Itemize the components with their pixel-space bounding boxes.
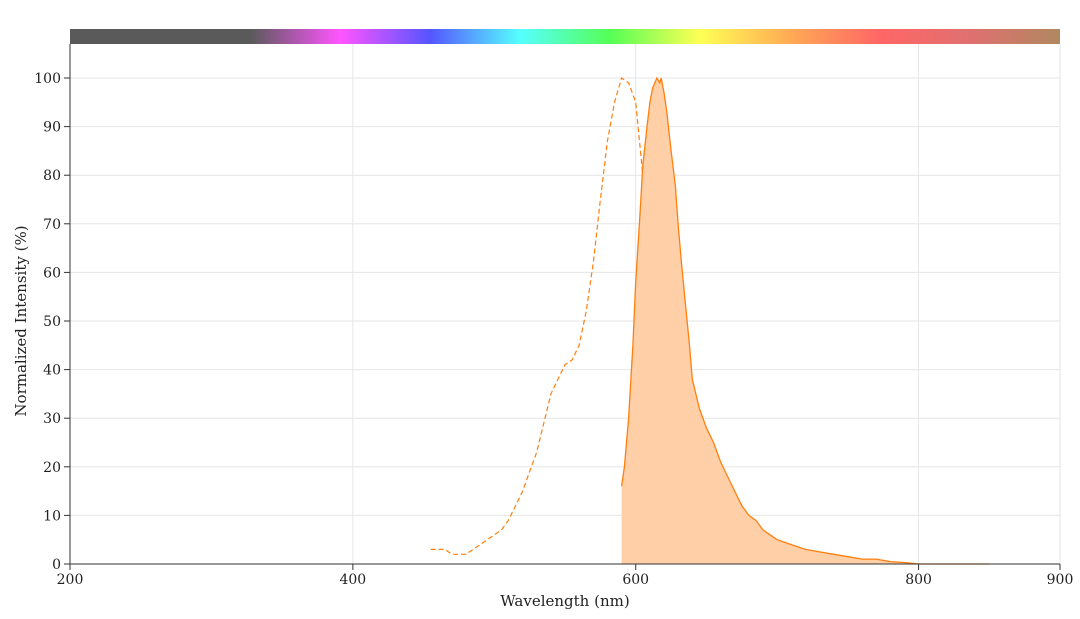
y-axis-title: Normalized Intensity (%) bbox=[12, 225, 30, 416]
y-tick-label-70: 70 bbox=[43, 217, 61, 233]
y-tick-label-80: 80 bbox=[43, 168, 61, 184]
y-tick-label-60: 60 bbox=[43, 265, 61, 281]
y-tick-label-100: 100 bbox=[34, 71, 61, 87]
y-tick-label-50: 50 bbox=[43, 314, 61, 330]
emission-line bbox=[620, 76, 990, 565]
wavelength-spectrum-bar bbox=[70, 29, 1060, 44]
axes: 0 10 20 30 40 50 60 70 80 90 100 200 400 600 800 900 bbox=[34, 44, 1073, 588]
y-tick-label-20: 20 bbox=[43, 460, 61, 476]
y-tick-label-90: 90 bbox=[43, 120, 61, 136]
x-tick-label-200: 200 bbox=[57, 572, 84, 588]
grid-lines bbox=[69, 44, 1061, 565]
x-tick-label-800: 800 bbox=[905, 572, 932, 588]
emission-area-fill bbox=[621, 78, 990, 564]
x-tick-label-400: 400 bbox=[339, 572, 366, 588]
y-tick-label-40: 40 bbox=[43, 363, 61, 379]
y-tick-label-10: 10 bbox=[43, 508, 61, 524]
x-axis-title: Wavelength (nm) bbox=[500, 592, 629, 610]
y-tick-label-0: 0 bbox=[52, 557, 61, 573]
x-tick-label-900: 900 bbox=[1047, 572, 1074, 588]
series-layer bbox=[430, 76, 990, 565]
x-tick-label-600: 600 bbox=[622, 572, 649, 588]
y-tick-label-30: 30 bbox=[43, 411, 61, 427]
